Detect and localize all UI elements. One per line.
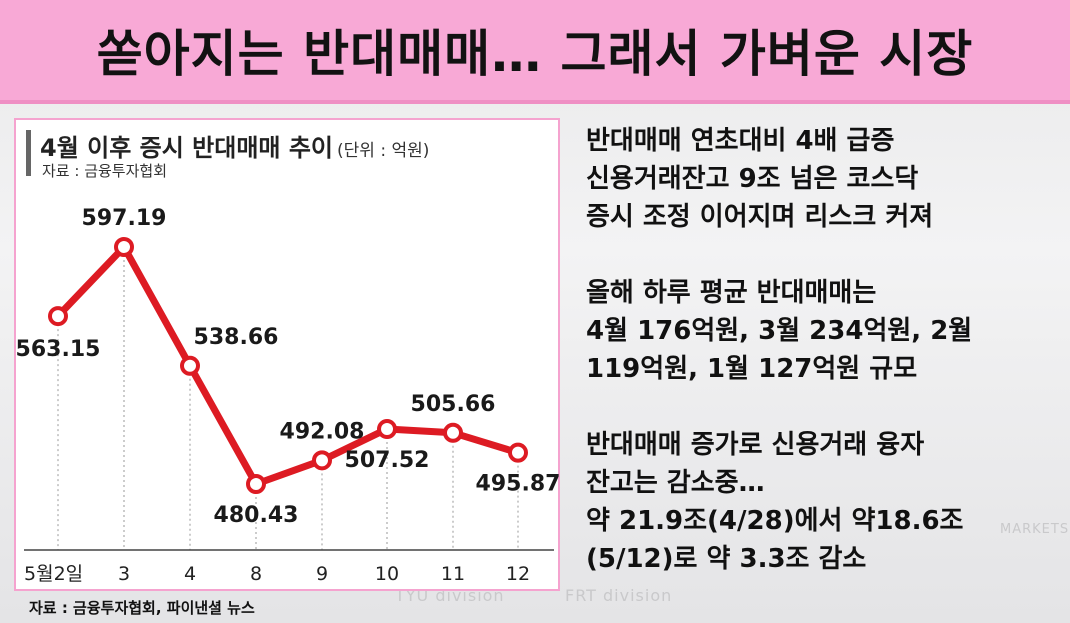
line-chart: 563.15 597.19 538.66 480.43 492.08 507.52 505.… [16,206,561,585]
data-label: 507.52 [345,448,430,473]
data-label: 505.66 [411,392,496,417]
x-tick-label: 5월2일 [24,563,83,585]
data-point [246,474,266,494]
summary-line: 반대매매 증가로 신용거래 융자 [586,430,925,460]
summary-line: 반대매매 연초대비 4배 급증 [586,126,895,156]
chart-card: 4월 이후 증시 반대매매 추이 (단위 : 억원) 자료 : 금융투자협회 56… [14,118,560,591]
chart-title: 4월 이후 증시 반대매매 추이 (단위 : 억원) [40,128,429,163]
data-label: 492.08 [280,419,365,444]
summary-line: 119억원, 1월 127억원 규모 [586,354,918,384]
summary-line: 신용거래잔고 9조 넘은 코스닥 [586,164,919,194]
background-watermark: MARKETS [1000,522,1070,537]
x-tick-label: 10 [375,563,399,585]
data-point [443,422,463,443]
summary-line: 약 21.9조(4/28)에서 약18.6조 [586,506,964,536]
data-point [48,306,68,327]
summary-line: 증시 조정 이어지며 리스크 커져 [586,202,934,232]
data-label: 563.15 [16,337,100,362]
footer-source: 자료 : 금융투자협회, 파이낸셜 뉴스 [29,599,255,617]
title-accent-bar [26,130,31,176]
data-point [508,442,528,463]
chart-title-text: 4월 이후 증시 반대매매 추이 [40,134,334,162]
data-label: 597.19 [82,206,167,231]
series-line [54,243,522,488]
x-tick-label: 9 [316,563,328,585]
x-tick-label: 3 [118,563,130,585]
data-label: 495.87 [476,472,561,497]
headline-banner: 쏟아지는 반대매매… 그래서 가벼운 시장 [0,0,1070,104]
x-tick-label: 4 [184,563,196,585]
data-point [180,355,200,376]
summary-line: 4월 176억원, 3월 234억원, 2월 [586,316,973,346]
background-watermark: FRT division [565,586,673,605]
chart-source: 자료 : 금융투자협회 [42,162,167,180]
data-point [114,237,134,257]
data-point [377,419,397,440]
summary-line: (5/12)로 약 3.3조 감소 [586,544,867,574]
data-label: 480.43 [214,503,299,528]
summary-block: 올해 하루 평균 반대매매는 4월 176억원, 3월 234억원, 2월 119억… [586,274,1056,388]
chart-unit: (단위 : 억원) [337,141,430,161]
summary-line: 잔고는 감소중… [586,468,765,498]
x-tick-label: 12 [506,563,530,585]
x-tick-label: 8 [250,563,262,585]
data-label: 538.66 [194,325,279,350]
headline: 쏟아지는 반대매매… 그래서 가벼운 시장 [96,25,974,83]
summary-line: 올해 하루 평균 반대매매는 [586,278,877,308]
data-point [312,450,332,471]
x-tick-label: 11 [441,563,465,585]
